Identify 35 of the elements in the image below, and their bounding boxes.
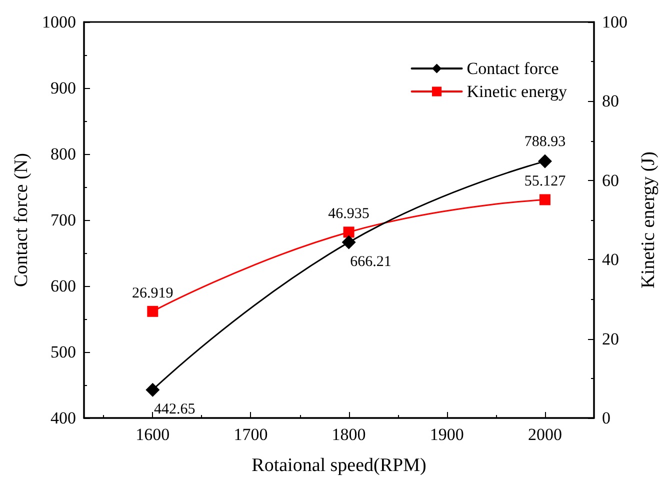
point <box>147 306 158 317</box>
point <box>343 226 354 238</box>
point <box>539 194 550 206</box>
point <box>342 235 356 250</box>
y2-tick-label: 60 <box>602 170 619 190</box>
y-tick-label: 600 <box>50 276 76 296</box>
legend-label: Contact force <box>466 59 559 78</box>
point <box>538 154 552 168</box>
y2-tick-label: 0 <box>602 408 610 428</box>
y2-axis-title: Kinetic energy (J) <box>638 152 659 288</box>
y-tick-label: 900 <box>50 78 76 98</box>
point <box>146 382 160 397</box>
data-label: 666.21 <box>350 254 392 270</box>
y2-tick-label: 80 <box>602 92 619 111</box>
x-axis-title: Rotaional speed(RPM) <box>252 455 426 476</box>
data-label: 442.65 <box>154 401 196 418</box>
x-tick-label: 1800 <box>332 425 366 444</box>
x-tick-label: 1700 <box>234 425 268 444</box>
y2-tick-label: 20 <box>602 329 619 348</box>
x-tick-label: 1600 <box>136 425 170 444</box>
data-label: 26.919 <box>132 285 174 302</box>
y-tick-label: 800 <box>50 144 76 164</box>
y2-tick-label: 40 <box>602 250 619 270</box>
y-tick-label: 700 <box>50 210 76 230</box>
x-tick-label: 2000 <box>528 425 562 444</box>
y-tick-label: 400 <box>50 408 76 428</box>
data-label: 55.127 <box>524 174 566 190</box>
data-label: 788.93 <box>524 134 566 150</box>
legend-label: Kinetic energy <box>466 82 568 101</box>
y2-tick-label: 100 <box>602 12 628 32</box>
y-tick-label: 1000 <box>42 12 76 32</box>
y-axis-title: Contact force (N) <box>11 153 32 287</box>
y-tick-label: 500 <box>50 342 76 362</box>
x-tick-label: 1900 <box>430 425 464 444</box>
data-label: 46.935 <box>328 206 370 222</box>
